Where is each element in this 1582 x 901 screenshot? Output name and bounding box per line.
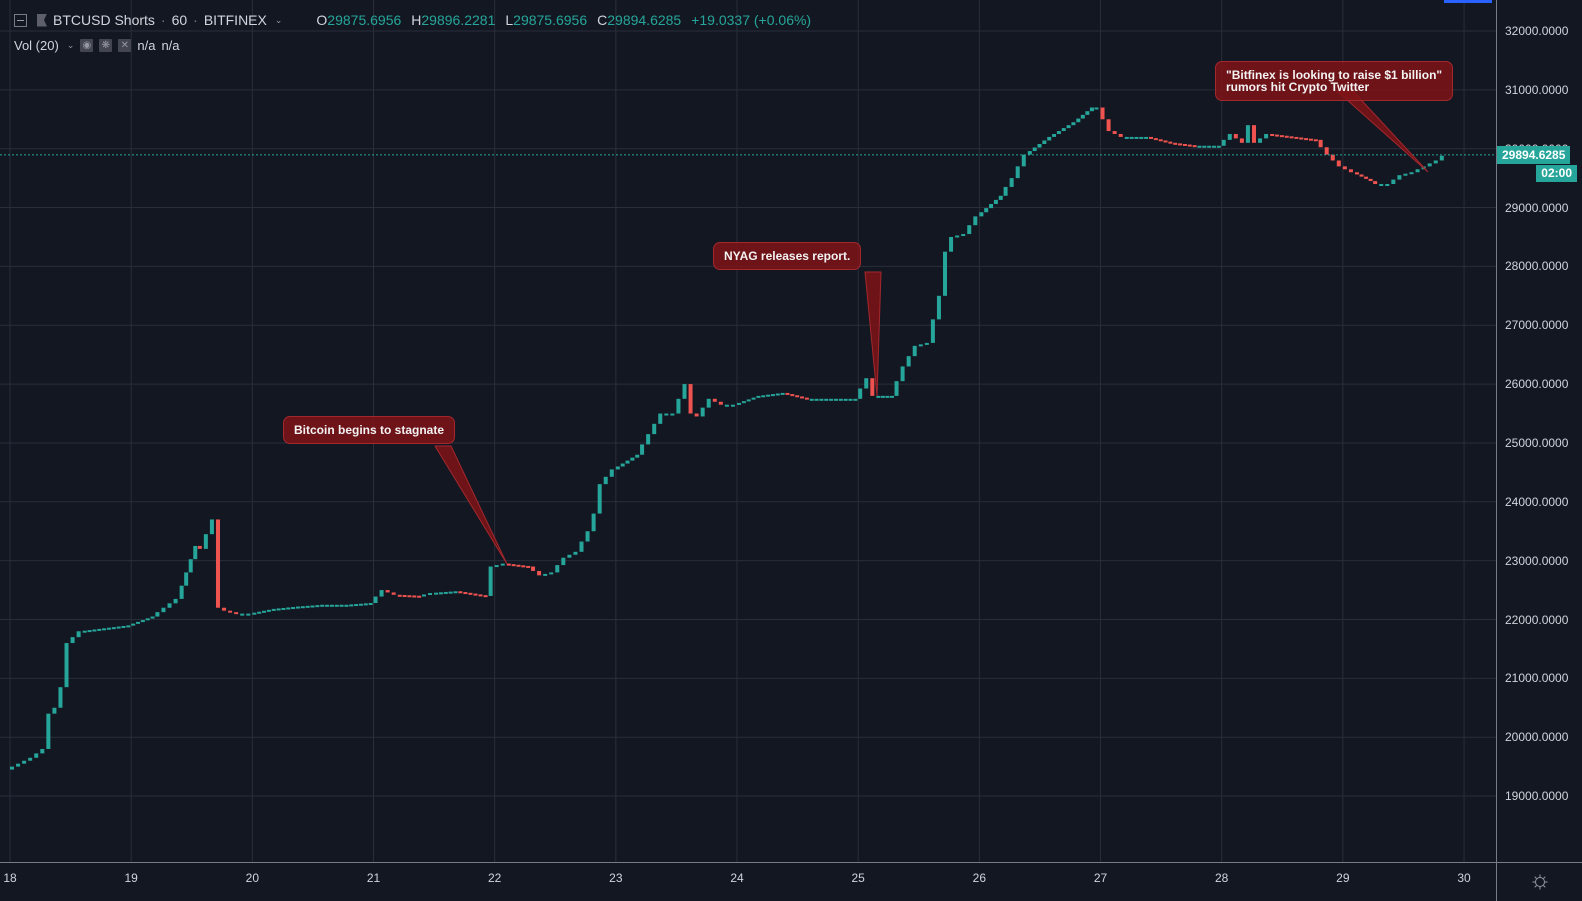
price-tick-label: 24000.0000 bbox=[1505, 494, 1569, 509]
exchange[interactable]: BITFINEX bbox=[203, 12, 267, 28]
volume-value-1: n/a bbox=[137, 38, 156, 53]
symbol-name[interactable]: BTCUSD Shorts bbox=[53, 12, 155, 28]
candles bbox=[10, 107, 1444, 770]
separator: · bbox=[193, 12, 198, 28]
time-axis[interactable]: 18 19 20 21 22 23 24 25 26 27 28 29 30 bbox=[0, 862, 1496, 901]
price-tick-label: 31000.0000 bbox=[1505, 82, 1569, 97]
price-tick-label: 19000.0000 bbox=[1505, 789, 1569, 804]
callout-pointer bbox=[1335, 90, 1429, 173]
close-value: 29894.6285 bbox=[607, 12, 682, 28]
separator: · bbox=[160, 12, 166, 28]
low-value: 29875.6956 bbox=[513, 12, 588, 28]
change-value: +19.0337 (+0.06%) bbox=[691, 12, 812, 28]
chart-pane[interactable]: BTCUSD Shorts · 60 · BITFINEX ⌄ O29875.6… bbox=[0, 0, 1496, 862]
annotation-callout[interactable]: Bitcoin begins to stagnate bbox=[283, 416, 456, 444]
price-tick-label: 22000.0000 bbox=[1505, 612, 1569, 627]
chevron-down-icon[interactable]: ⌄ bbox=[274, 14, 283, 25]
close-icon[interactable]: ✕ bbox=[118, 39, 132, 52]
series-legend: BTCUSD Shorts · 60 · BITFINEX ⌄ O29875.6… bbox=[14, 12, 811, 28]
price-tick-label: 28000.0000 bbox=[1505, 259, 1569, 274]
price-tick-label: 20000.0000 bbox=[1505, 730, 1569, 745]
grid bbox=[0, 0, 1496, 862]
collapse-icon[interactable] bbox=[14, 13, 27, 27]
ohlc-values: O29875.6956 H29896.2281 L29875.6956 C298… bbox=[316, 12, 811, 28]
time-tick-label: 28 bbox=[1215, 871, 1229, 885]
high-label: H bbox=[411, 12, 422, 28]
annotation-callout[interactable]: "Bitfinex is looking to raise $1 billion… bbox=[1215, 61, 1454, 101]
high-value: 29896.2281 bbox=[421, 12, 496, 28]
open-value: 29875.6956 bbox=[327, 12, 402, 28]
time-tick-label: 23 bbox=[609, 871, 623, 885]
axis-settings-button[interactable] bbox=[1496, 862, 1582, 901]
open-label: O bbox=[316, 12, 328, 28]
gear-icon[interactable]: ❋ bbox=[99, 39, 113, 52]
callout-pointer bbox=[434, 445, 508, 565]
eye-icon[interactable]: ◉ bbox=[80, 39, 94, 52]
chevron-down-icon[interactable]: ⌄ bbox=[66, 40, 75, 50]
time-tick-label: 29 bbox=[1336, 871, 1350, 885]
close-label: C bbox=[597, 12, 608, 28]
volume-label[interactable]: Vol (20) bbox=[14, 38, 59, 53]
price-tick-label: 29000.0000 bbox=[1505, 200, 1569, 215]
time-tick-label: 24 bbox=[730, 871, 744, 885]
time-tick-label: 21 bbox=[366, 871, 381, 885]
bar-countdown-tag: 02:00 bbox=[1536, 164, 1577, 182]
callout-pointer bbox=[864, 271, 882, 397]
time-tick-label: 19 bbox=[124, 871, 138, 885]
time-tick-label: 25 bbox=[851, 871, 865, 885]
current-price-tag: 29894.6285 bbox=[1497, 145, 1571, 164]
price-axis[interactable]: 32000.000031000.000030000.000029000.0000… bbox=[1496, 0, 1582, 862]
toolbar-accent-bar bbox=[1444, 0, 1492, 3]
price-tick-label: 23000.0000 bbox=[1505, 553, 1569, 568]
candlestick-plot[interactable] bbox=[0, 0, 1496, 862]
time-tick-label: 30 bbox=[1457, 871, 1471, 885]
volume-legend: Vol (20) ⌄ ◉ ❋ ✕ n/a n/a bbox=[14, 38, 180, 53]
annotation-callout[interactable]: NYAG releases report. bbox=[713, 242, 862, 270]
price-tick-label: 27000.0000 bbox=[1505, 318, 1569, 333]
gear-icon[interactable] bbox=[1532, 874, 1548, 890]
price-tick-label: 32000.0000 bbox=[1505, 24, 1569, 38]
price-tick-label: 25000.0000 bbox=[1505, 435, 1569, 450]
flag-icon[interactable] bbox=[37, 13, 47, 27]
price-tick-label: 21000.0000 bbox=[1505, 671, 1569, 686]
time-tick-label: 27 bbox=[1093, 871, 1108, 885]
price-tick-label: 26000.0000 bbox=[1505, 377, 1569, 392]
time-tick-label: 22 bbox=[487, 871, 502, 885]
volume-value-2: n/a bbox=[161, 38, 180, 53]
low-label: L bbox=[505, 12, 514, 28]
interval[interactable]: 60 bbox=[171, 12, 188, 28]
time-tick-label: 20 bbox=[245, 871, 260, 885]
time-tick-label: 18 bbox=[3, 871, 17, 885]
time-tick-label: 26 bbox=[972, 871, 987, 885]
